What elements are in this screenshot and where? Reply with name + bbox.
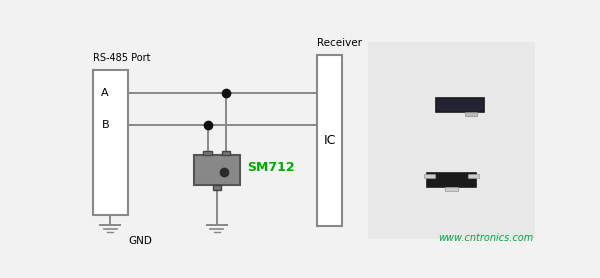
Bar xyxy=(427,173,476,187)
Bar xyxy=(203,151,212,155)
Bar xyxy=(368,42,535,239)
Text: B: B xyxy=(101,120,109,130)
Bar xyxy=(436,98,484,112)
Bar xyxy=(317,55,343,226)
Bar xyxy=(468,174,479,178)
Bar xyxy=(424,174,435,178)
Text: SM712: SM712 xyxy=(247,161,295,174)
Text: www.cntronics.com: www.cntronics.com xyxy=(438,233,533,243)
Bar xyxy=(445,187,458,191)
Bar xyxy=(194,155,240,185)
Text: RS-485 Port: RS-485 Port xyxy=(92,53,150,63)
Text: Receiver: Receiver xyxy=(317,38,362,48)
Bar xyxy=(212,185,221,190)
Bar xyxy=(465,112,477,116)
Text: IC: IC xyxy=(323,134,336,147)
Bar xyxy=(222,151,230,155)
Text: A: A xyxy=(101,88,109,98)
Text: GND: GND xyxy=(128,236,152,246)
Bar xyxy=(92,70,128,215)
